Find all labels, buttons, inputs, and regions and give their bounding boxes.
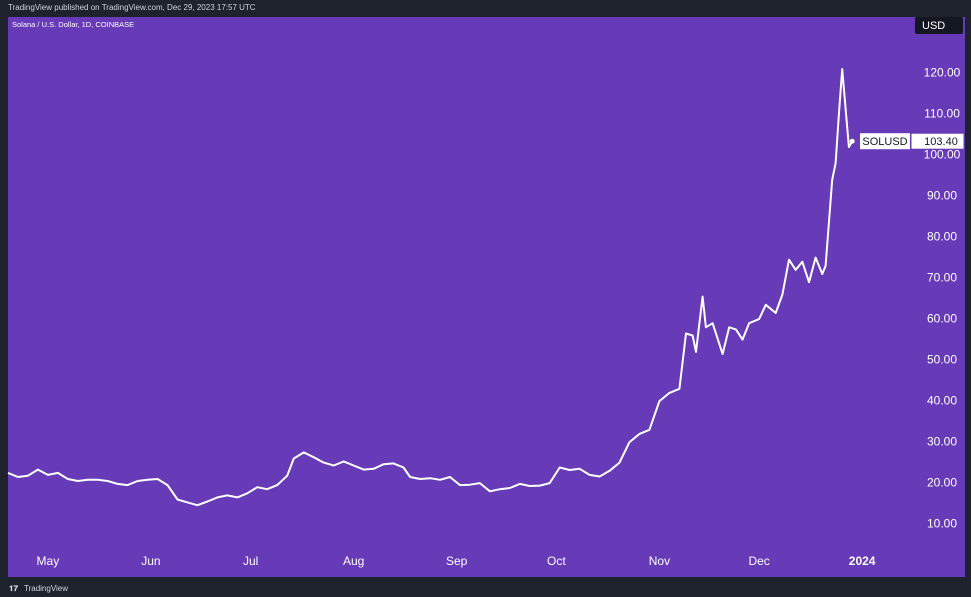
x-tick-label: Oct bbox=[547, 554, 566, 568]
y-tick-label: 120.00 bbox=[924, 65, 961, 79]
x-tick-label: May bbox=[37, 554, 60, 568]
y-tick-label: 110.00 bbox=[924, 106, 960, 120]
chart-panel bbox=[8, 17, 965, 577]
y-tick-label: 100.00 bbox=[924, 147, 961, 161]
y-tick-label: 60.00 bbox=[927, 311, 957, 325]
footer: TradingView bbox=[24, 584, 68, 593]
y-tick-label: 50.00 bbox=[927, 352, 957, 366]
y-tick-label: 30.00 bbox=[927, 434, 957, 448]
y-tick-label: 90.00 bbox=[927, 188, 957, 202]
price-tag bbox=[910, 132, 965, 150]
y-tick-label: 70.00 bbox=[927, 270, 957, 284]
header: TradingView published on TradingView.com… bbox=[8, 3, 256, 12]
x-tick-label: Aug bbox=[343, 554, 364, 568]
subtitle: Solana / U.S. Dollar, 1D, COINBASE bbox=[12, 20, 134, 29]
x-tick-label: Jun bbox=[141, 554, 160, 568]
y-tick-label: 80.00 bbox=[927, 229, 957, 243]
y-tick-label: 10.00 bbox=[927, 516, 957, 530]
x-tick-label: 2024 bbox=[849, 554, 876, 568]
last-point bbox=[849, 138, 855, 144]
currency-badge bbox=[915, 17, 963, 34]
y-tick-label: 20.00 bbox=[927, 475, 957, 489]
y-tick-label: 40.00 bbox=[927, 393, 957, 407]
price-label: 103.40 bbox=[924, 136, 958, 148]
x-tick-label: Dec bbox=[748, 554, 769, 568]
x-tick-label: Jul bbox=[243, 554, 258, 568]
x-tick-label: Sep bbox=[446, 554, 468, 568]
currency: USD bbox=[922, 20, 945, 32]
logo: 𝟏𝟕 bbox=[9, 584, 18, 593]
symbol-label: SOLUSD bbox=[862, 136, 907, 148]
price-line bbox=[7, 68, 854, 507]
x-tick-label: Nov bbox=[649, 554, 670, 568]
symbol-tag bbox=[860, 133, 910, 150]
